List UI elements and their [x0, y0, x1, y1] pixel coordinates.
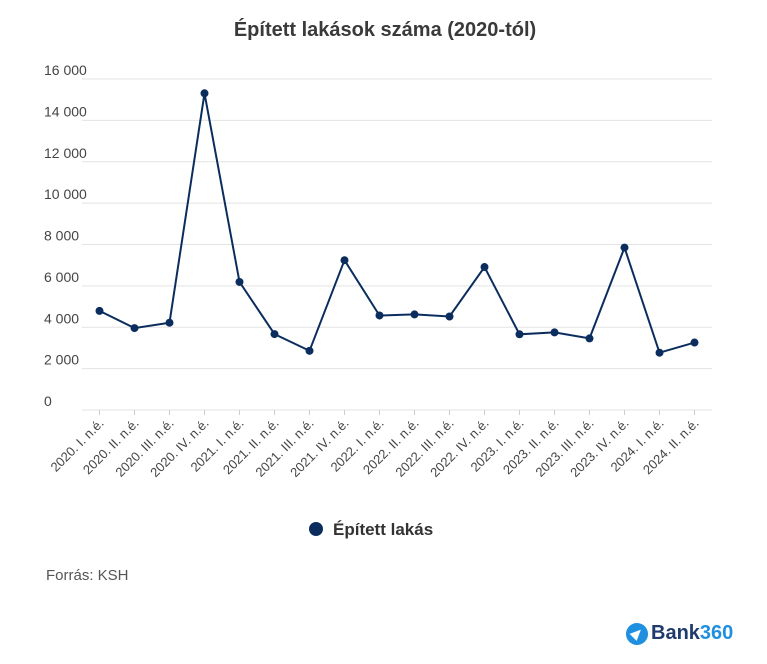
logo-number: 360 — [699, 622, 734, 644]
data-points — [95, 89, 699, 357]
data-point — [340, 256, 349, 265]
data-point — [410, 310, 419, 319]
data-point — [585, 334, 594, 343]
legend: Épített lakás — [309, 520, 433, 539]
source-note: Forrás: KSH — [46, 567, 129, 584]
data-point — [375, 311, 384, 320]
y-tick-label: 12 000 — [44, 145, 87, 161]
data-point — [270, 330, 279, 339]
bank360-logo: Bank 360 — [626, 622, 733, 645]
gridlines — [82, 78, 712, 411]
y-tick-label: 2 000 — [44, 352, 79, 368]
data-point — [165, 318, 174, 327]
y-tick-label: 14 000 — [44, 103, 87, 119]
data-point — [690, 338, 699, 347]
y-tick-label: 0 — [44, 393, 52, 409]
compass-arrow-icon — [626, 622, 648, 645]
y-tick-label: 6 000 — [44, 269, 79, 285]
data-point — [620, 243, 629, 252]
y-tick-label: 4 000 — [44, 310, 79, 326]
data-point — [550, 328, 559, 337]
data-point — [200, 89, 209, 98]
data-point — [480, 263, 489, 272]
y-tick-label: 8 000 — [44, 228, 79, 244]
y-tick-label: 10 000 — [44, 186, 87, 202]
data-point — [235, 277, 244, 286]
legend-label: Épített lakás — [333, 520, 433, 539]
x-axis-ticks: 2020. I. n.é.2020. II. n.é.2020. III. n.… — [47, 410, 702, 480]
data-point — [305, 346, 314, 355]
y-tick-label: 16 000 — [44, 62, 87, 78]
data-point — [445, 312, 454, 321]
legend-marker — [309, 522, 323, 536]
data-point — [655, 348, 664, 357]
data-point — [130, 324, 139, 333]
logo-word: Bank — [651, 622, 700, 644]
data-point — [95, 306, 104, 315]
series-line — [99, 93, 695, 354]
y-axis-ticks: 0 2 000 4 000 6 000 8 000 10 000 12 000 14 000 1… — [44, 62, 87, 409]
data-point — [515, 330, 524, 339]
chart-title: Épített lakások száma (2020-tól) — [234, 18, 536, 41]
